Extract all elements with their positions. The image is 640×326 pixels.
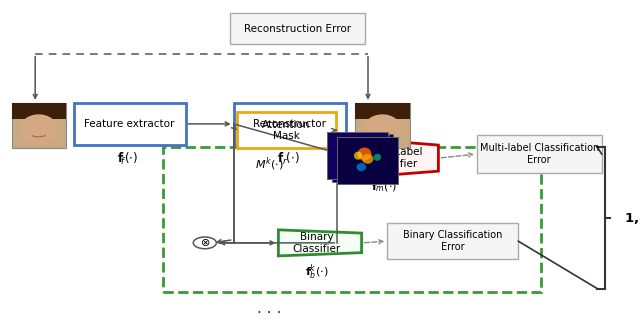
Ellipse shape [362,154,374,164]
Polygon shape [355,139,438,178]
Bar [337,137,398,184]
Text: Attention
Mask: Attention Mask [262,120,310,141]
Text: $\mathbf{f}_{\!f}(\cdot)$: $\mathbf{f}_{\!f}(\cdot)$ [118,151,138,167]
Bar [327,132,388,179]
Text: $\mathbf{1, \ldots, K}$: $\mathbf{1, \ldots, K}$ [624,211,640,226]
Bar [355,103,410,148]
Bar [12,103,66,148]
Polygon shape [278,230,362,256]
Text: Binary Classification
Error: Binary Classification Error [403,230,502,252]
Bar [387,223,518,259]
Ellipse shape [374,154,381,161]
Ellipse shape [357,147,372,161]
Text: Binary
Classifier: Binary Classifier [292,232,341,254]
Bar [230,13,365,44]
Text: $M^{k}(\cdot)$: $M^{k}(\cdot)$ [255,156,283,173]
Bar [355,103,410,119]
Bar [477,135,602,173]
Text: $\otimes$: $\otimes$ [200,237,210,248]
Ellipse shape [354,152,362,160]
Ellipse shape [356,163,366,171]
Bar [74,103,186,145]
Text: Reconstructor: Reconstructor [253,119,326,129]
Text: Feature extractor: Feature extractor [84,119,175,129]
Bar [12,103,66,119]
Text: $\mathbf{f}_{m}(\cdot)$: $\mathbf{f}_{m}(\cdot)$ [371,181,397,194]
Text: Multi-label Classification
Error: Multi-label Classification Error [479,143,599,165]
Ellipse shape [364,114,401,144]
Text: Reconstruction Error: Reconstruction Error [244,23,351,34]
Bar [234,103,346,145]
Bar [332,134,393,182]
Text: . . .: . . . [257,301,281,316]
Ellipse shape [20,114,58,144]
Text: $\mathbf{f}_{b}^{k}(\cdot)$: $\mathbf{f}_{b}^{k}(\cdot)$ [305,262,328,282]
Bar [337,137,398,184]
Circle shape [193,237,216,249]
Text: $\mathbf{f}_{r}(\cdot)$: $\mathbf{f}_{r}(\cdot)$ [276,151,300,167]
Bar [163,147,541,292]
Text: Multi-Label
Classifier: Multi-Label Classifier [365,147,422,169]
Bar [237,112,336,148]
